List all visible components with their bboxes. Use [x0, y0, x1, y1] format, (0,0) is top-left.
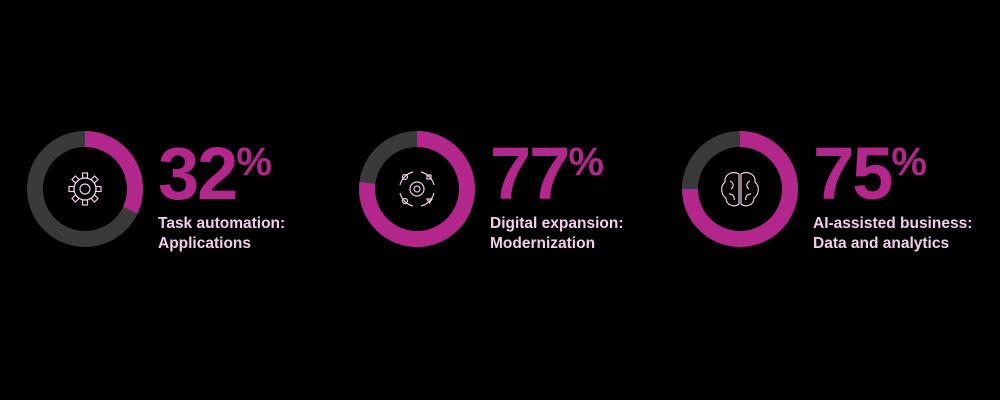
- value-label: 32%: [158, 132, 271, 215]
- donut-arc: [682, 131, 798, 247]
- caption-line: Task automation:: [158, 215, 285, 232]
- donut-arc: [84, 131, 143, 214]
- value-label: 75%: [813, 132, 926, 215]
- brain-icon: [721, 171, 759, 207]
- caption-line: AI-assisted business:: [813, 215, 972, 232]
- caption-line: Applications: [158, 235, 251, 252]
- caption-line: Modernization: [490, 235, 595, 252]
- caption-line: Digital expansion:: [490, 215, 624, 232]
- gear-icon: [61, 165, 109, 213]
- cycle-icon: [399, 171, 435, 207]
- caption-line: Data and analytics: [813, 235, 949, 252]
- donut-arc: [359, 131, 475, 247]
- value-label: 77%: [490, 132, 603, 215]
